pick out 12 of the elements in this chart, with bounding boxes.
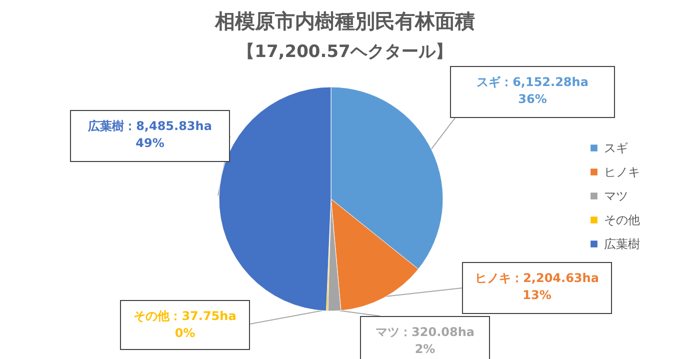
legend-label: 広葉樹 (604, 237, 640, 251)
data-label: マツ：320.08ha 2% (374, 324, 476, 358)
data-label: その他：37.75ha 0% (132, 308, 238, 342)
legend-label: マツ (604, 189, 628, 203)
chart-title: 相模原市内樹種別民有林面積 (214, 8, 476, 35)
data-label: スギ：6,152.28ha 36% (476, 74, 590, 108)
legend-label: ヒノキ (604, 165, 640, 179)
legend-label: その他 (604, 213, 640, 227)
data-label: ヒノキ：2,204.63ha 13% (474, 270, 600, 304)
data-label: 広葉樹：8,485.83ha 49% (86, 118, 213, 152)
legend-label: スギ (604, 141, 628, 155)
chart-subtitle: 【17,200.57ヘクタール】 (236, 41, 454, 63)
